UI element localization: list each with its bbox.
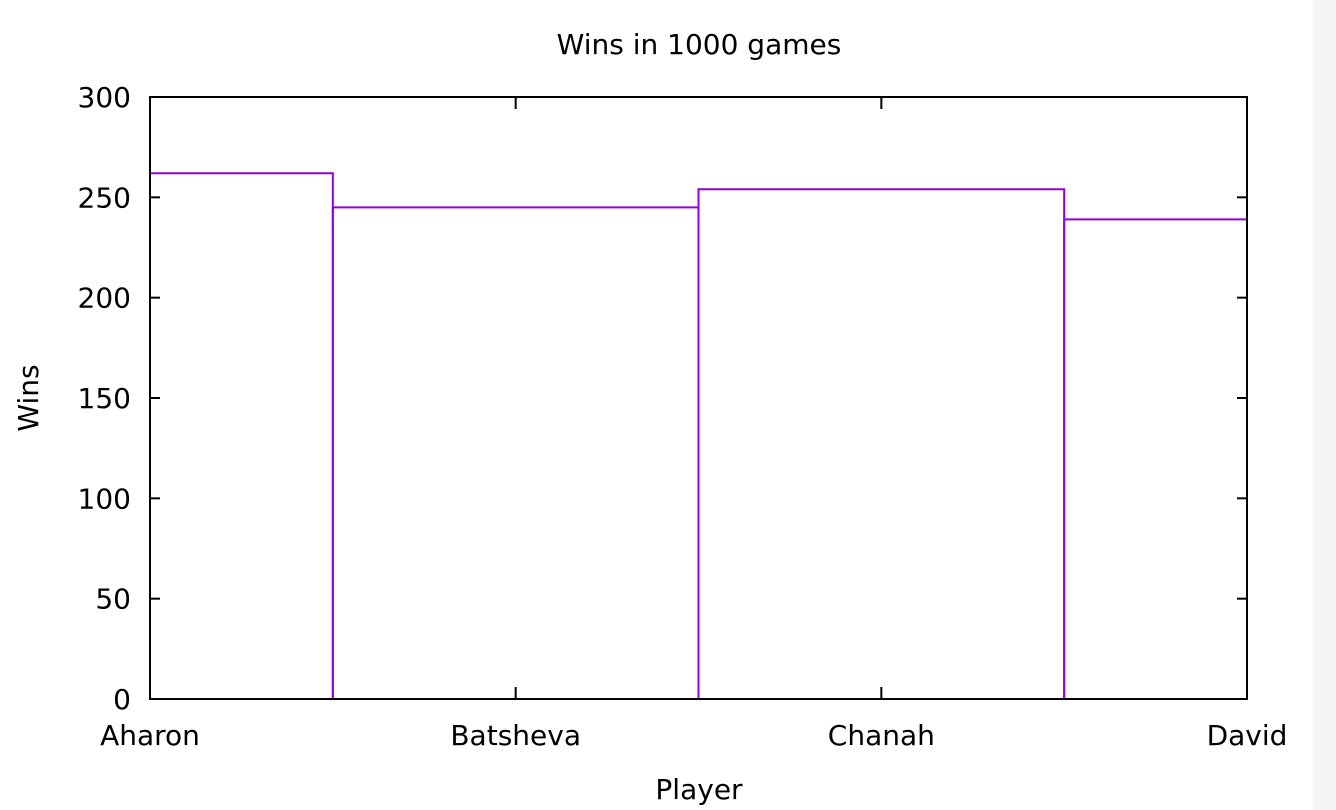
x-axis-label: Player — [655, 773, 743, 806]
x-tick-label: Batsheva — [450, 719, 581, 752]
bar-aharon — [149, 172, 334, 699]
y-tick-label: 100 — [78, 482, 131, 515]
scrollbar-track[interactable] — [1313, 0, 1336, 810]
y-tick-label: 150 — [78, 382, 131, 415]
chart-title: Wins in 1000 games — [557, 28, 842, 61]
plot-frame — [149, 96, 1248, 700]
bar-chanah — [697, 188, 1066, 699]
x-tick-label: David — [1207, 719, 1288, 752]
y-tick-label: 50 — [95, 583, 131, 616]
y-tick-label: 300 — [78, 81, 131, 114]
bar-batsheva — [331, 206, 700, 699]
x-tick-label: Aharon — [100, 719, 200, 752]
x-tick-label: Chanah — [828, 719, 935, 752]
bar-david — [1063, 218, 1248, 699]
y-axis-label: Wins — [12, 364, 45, 431]
bars — [149, 172, 1248, 699]
tick-labels: 0 50 100 150 200 250 300 Aharon Batsheva Chanah Da… — [78, 81, 1288, 752]
y-tick-label: 250 — [78, 181, 131, 214]
y-tick-label: 0 — [113, 683, 131, 716]
y-tick-label: 200 — [78, 282, 131, 315]
